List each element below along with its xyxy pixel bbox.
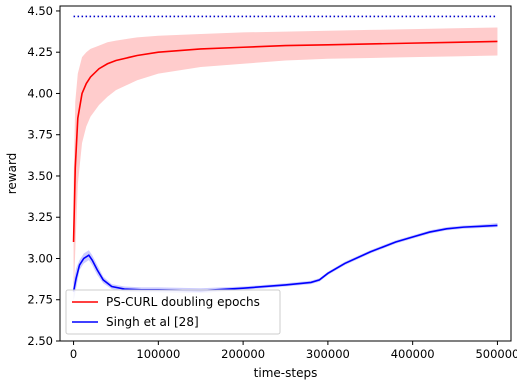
x-axis-label: time-steps (254, 366, 318, 380)
confidence-bands (73, 27, 498, 302)
legend-box (65, 289, 281, 335)
series-lines (72, 40, 498, 292)
y-tick-label: 3.25 (27, 210, 53, 224)
legend-label-ps-curl: PS-CURL doubling epochs (106, 295, 260, 309)
x-axis-ticks: 0 100000 200000 300000 400000 500000 (70, 341, 517, 361)
line-series-0 (72, 40, 498, 243)
x-tick-label: 500000 (475, 347, 517, 361)
x-tick-label: 0 (70, 347, 77, 361)
y-tick-label: 3.75 (27, 128, 53, 142)
legend: PS-CURL doubling epochs Singh et al [28] (65, 289, 281, 335)
legend-label-singh: Singh et al [28] (106, 315, 199, 329)
line-series-1 (72, 224, 498, 292)
y-tick-label: 2.50 (27, 334, 53, 348)
x-tick-label: 300000 (306, 347, 350, 361)
band-series-0 (73, 27, 498, 300)
y-axis-ticks: 2.50 2.75 3.00 3.25 3.50 3.75 4.00 4.25 4.50 (27, 4, 60, 348)
x-tick-label: 100000 (136, 347, 180, 361)
y-tick-label: 2.75 (27, 293, 53, 307)
plot-frame (59, 5, 512, 342)
y-tick-label: 3.50 (27, 169, 53, 183)
y-tick-label: 4.50 (27, 4, 53, 18)
y-tick-label: 4.00 (27, 86, 53, 100)
x-tick-label: 400000 (391, 347, 435, 361)
band-series-1 (73, 223, 498, 302)
y-tick-label: 3.00 (27, 251, 53, 265)
y-tick-label: 4.25 (27, 45, 53, 59)
x-tick-label: 200000 (221, 347, 265, 361)
y-axis-label: reward (5, 153, 19, 195)
